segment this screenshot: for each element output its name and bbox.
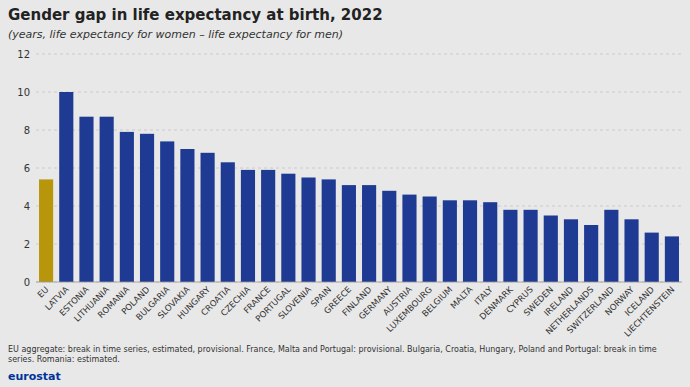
bar	[342, 185, 356, 282]
bar	[382, 191, 396, 282]
chart-svg: Gender gap in life expectancy at birth, …	[0, 0, 690, 387]
bar	[423, 197, 437, 283]
bar	[524, 210, 538, 282]
bar	[544, 216, 558, 283]
bar	[180, 149, 194, 282]
y-tick-label: 6	[24, 163, 30, 174]
bars	[39, 92, 679, 282]
bar	[402, 195, 416, 282]
grid-line	[36, 282, 682, 283]
bar	[443, 200, 457, 282]
bar	[362, 185, 376, 282]
bar	[645, 233, 659, 282]
bar	[665, 236, 679, 282]
footnote-line: series. Romania: estimated.	[8, 355, 120, 364]
bar	[564, 219, 578, 282]
footnote-line: EU aggregate: break in time series, esti…	[8, 345, 657, 354]
x-tick-label: SLOVENIA	[276, 284, 313, 321]
bar	[59, 92, 73, 282]
bar	[221, 162, 235, 282]
bar	[201, 153, 215, 282]
bar	[604, 210, 618, 282]
y-tick-label: 8	[24, 125, 30, 136]
bar	[483, 202, 497, 282]
background	[0, 0, 690, 387]
bar	[584, 225, 598, 282]
grid	[36, 54, 682, 282]
subtitle: (years, life expectancy for women – life…	[8, 28, 343, 41]
grid-line	[36, 92, 682, 93]
bar	[503, 210, 517, 282]
bar	[301, 178, 315, 283]
x-tick-label: LIECHTENSTEIN	[622, 284, 676, 338]
y-tick-label: 0	[24, 277, 30, 288]
bar	[140, 134, 154, 282]
bar	[100, 117, 114, 282]
bar	[624, 219, 638, 282]
y-tick-label: 10	[17, 87, 30, 98]
bar	[281, 174, 295, 282]
bar	[463, 200, 477, 282]
title: Gender gap in life expectancy at birth, …	[8, 6, 383, 24]
bar	[322, 179, 336, 282]
x-tick-label: MALTA	[448, 284, 474, 310]
chart-container: Gender gap in life expectancy at birth, …	[0, 0, 690, 387]
bar	[39, 179, 53, 282]
y-tick-label: 2	[24, 239, 30, 250]
bar	[79, 117, 93, 282]
bar	[120, 132, 134, 282]
x-tick-label: EU	[35, 284, 50, 299]
source-mark: eurostat	[8, 370, 61, 383]
x-axis-line	[36, 282, 682, 283]
y-tick-label: 12	[17, 49, 30, 60]
bar	[241, 170, 255, 282]
y-tick-label: 4	[24, 201, 30, 212]
bar	[160, 141, 174, 282]
grid-line	[36, 54, 682, 55]
footnote: EU aggregate: break in time series, esti…	[8, 345, 657, 364]
bar	[261, 170, 275, 282]
grid-line	[36, 130, 682, 131]
